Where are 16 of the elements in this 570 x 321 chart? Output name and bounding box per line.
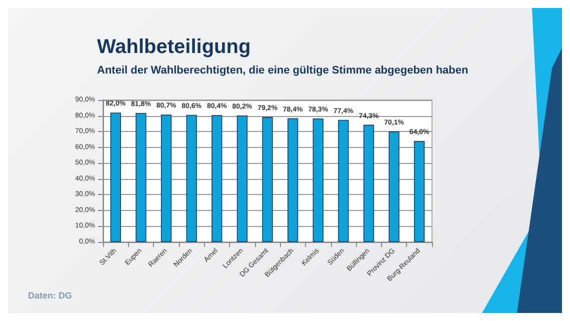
bar (287, 118, 298, 242)
bar (212, 115, 222, 242)
text: Daten: DG (28, 290, 72, 300)
chart-title: Wahlbeteiligung (97, 36, 251, 58)
chart-subtitle: Anteil der Wahlberechtigten, die eine gültige Stimme abgegeben haben (97, 64, 468, 76)
bar (136, 112, 146, 242)
bar (312, 118, 324, 242)
bar (414, 141, 425, 242)
bar (186, 114, 197, 242)
bar (338, 120, 349, 242)
bar (262, 117, 273, 242)
bar (363, 124, 374, 242)
bar (160, 114, 172, 242)
bar (110, 112, 121, 242)
bar (388, 131, 400, 242)
bar (236, 115, 248, 242)
